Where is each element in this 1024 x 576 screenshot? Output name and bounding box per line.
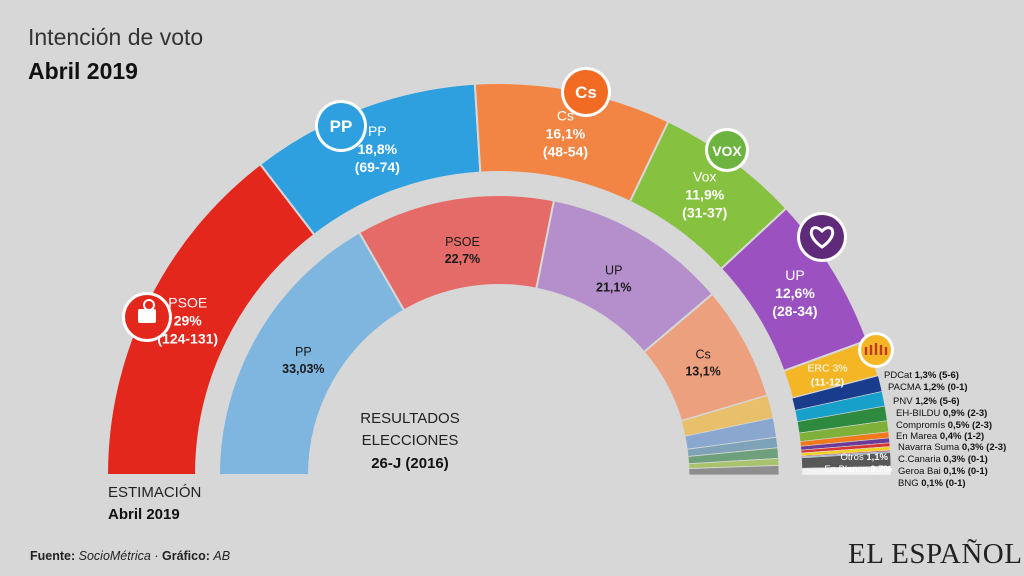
inner-caption-line3: 26-J (2016) bbox=[371, 455, 449, 472]
chart-title: Intención de voto bbox=[28, 24, 204, 50]
pp-logo-text: PP bbox=[330, 117, 353, 136]
outer-label-value-psoe: 29% bbox=[174, 313, 203, 329]
credit-separator: · bbox=[150, 549, 162, 563]
outer-label-party-cs: Cs bbox=[557, 107, 574, 123]
outer-label-seats-cs: (48-54) bbox=[543, 143, 588, 159]
inner-label-value-pp: 33,03% bbox=[282, 362, 324, 376]
small-party-label-en-marea: En Marea 0,4% (1-2) bbox=[896, 431, 984, 442]
outer-label-party-pp: PP bbox=[368, 123, 387, 139]
outer-label-value-up: 12,6% bbox=[775, 285, 815, 301]
outer-label-seats-pp: (69-74) bbox=[355, 159, 400, 175]
small-party-label-c-canaria: C.Canaria 0,3% (0-1) bbox=[898, 454, 988, 465]
small-party-label-pnv: PNV 1,2% (5-6) bbox=[893, 396, 960, 407]
psoe-logo-icon bbox=[122, 292, 172, 342]
small-party-label-otros: Otros 1,1% bbox=[840, 452, 888, 463]
vox-logo-icon: VOX bbox=[705, 128, 749, 172]
chart-subtitle: Abril 2019 bbox=[28, 58, 138, 84]
inner-label-value-up: 21,1% bbox=[596, 280, 631, 294]
outer-label-seats-erc: (11-12) bbox=[811, 377, 844, 389]
small-party-label-en-blanco: En Blanco 0,7% bbox=[824, 464, 892, 475]
small-party-label-bng: BNG 0,1% (0-1) bbox=[898, 478, 966, 489]
outer-slice-en-blanco bbox=[801, 466, 892, 476]
chart-credit-label: Gráfico: bbox=[161, 549, 210, 563]
outer-label-party-psoe: PSOE bbox=[168, 295, 207, 311]
outer-label-erc: ERC 3% bbox=[807, 363, 847, 375]
outer-label-seats-vox: (31-37) bbox=[682, 205, 727, 221]
inner-caption-line2: ELECCIONES bbox=[362, 432, 459, 449]
inner-label-value-psoe: 22,7% bbox=[445, 252, 480, 266]
brand-logo: EL ESPAÑOL bbox=[848, 538, 1023, 570]
chart-author: AB bbox=[213, 549, 231, 563]
outer-label-value-vox: 11,9% bbox=[685, 187, 724, 203]
outer-label-value-cs: 16,1% bbox=[546, 125, 586, 141]
cs-logo-text: Cs bbox=[575, 83, 597, 102]
source-label: Fuente: bbox=[30, 549, 76, 563]
outer-caption-line1: ESTIMACIÓN bbox=[108, 484, 201, 501]
erc-logo-icon bbox=[858, 332, 894, 368]
small-party-label-geroa-bai: Geroa Bai 0,1% (0-1) bbox=[898, 466, 988, 477]
outer-label-party-vox: Vox bbox=[693, 169, 716, 185]
inner-caption-line1: RESULTADOS bbox=[360, 410, 459, 427]
outer-label-seats-up: (28-34) bbox=[772, 303, 817, 319]
vox-logo-text: VOX bbox=[712, 143, 742, 159]
outer-label-party-up: UP bbox=[785, 267, 804, 283]
small-party-label-compromis: Compromís 0,5% (2-3) bbox=[896, 420, 992, 431]
pp-logo-icon: PP bbox=[315, 100, 367, 152]
source-credit: Fuente: SocioMétrica · Gráfico: AB bbox=[30, 549, 230, 563]
outer-label-seats-psoe: (124-131) bbox=[157, 331, 218, 347]
inner-label-party-psoe: PSOE bbox=[445, 235, 480, 249]
small-party-label-pacma: PACMA 1,2% (0-1) bbox=[888, 382, 968, 393]
inner-label-party-up: UP bbox=[605, 263, 622, 277]
small-party-label-eh-bildu: EH-BILDU 0,9% (2-3) bbox=[896, 408, 987, 419]
inner-label-party-cs: Cs bbox=[695, 348, 710, 362]
inner-slice-minor-9 bbox=[688, 465, 780, 476]
outer-label-value-pp: 18,8% bbox=[357, 141, 397, 157]
inner-label-party-pp: PP bbox=[295, 345, 312, 359]
cs-logo-icon: Cs bbox=[561, 67, 611, 117]
source-name: SocioMétrica bbox=[78, 549, 151, 563]
small-party-label-pdcat: PDCat 1,3% (5-6) bbox=[884, 370, 959, 381]
up-logo-icon bbox=[797, 212, 847, 262]
small-party-label-navarra-suma: Navarra Suma 0,3% (2-3) bbox=[898, 442, 1006, 453]
outer-caption-line2: Abril 2019 bbox=[108, 506, 180, 523]
inner-label-value-cs: 13,1% bbox=[685, 365, 720, 379]
